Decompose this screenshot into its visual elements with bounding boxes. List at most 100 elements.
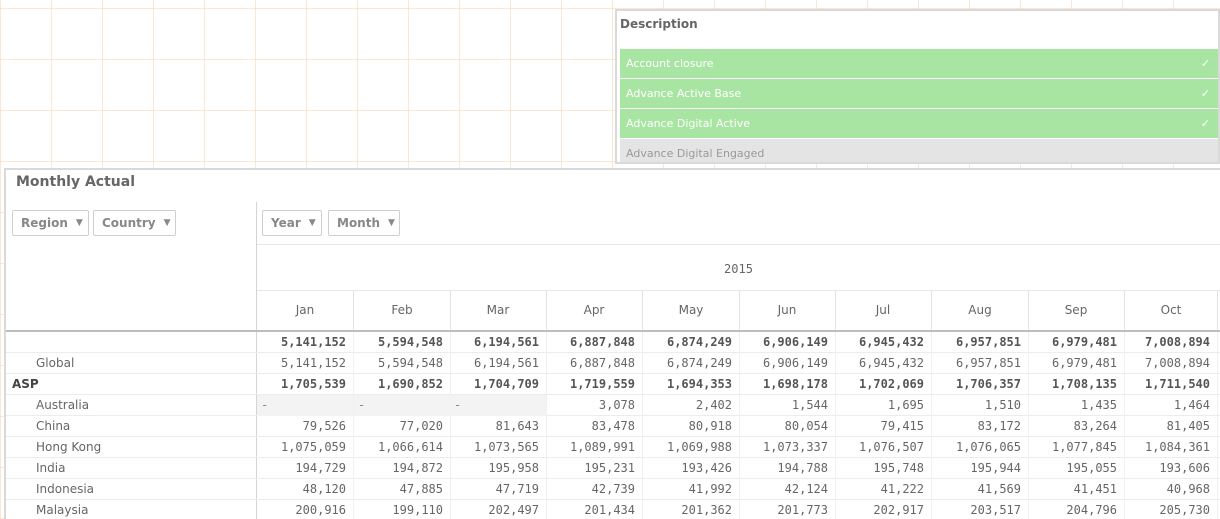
table-cell: 6,979,481: [1028, 332, 1125, 353]
table-cell: 7,008,894: [1125, 353, 1218, 374]
country-dimension-button[interactable]: Country ▼: [93, 210, 176, 236]
table-cell: 1,069,988: [643, 437, 740, 458]
table-cell: 1,077,845: [1028, 437, 1125, 458]
table-row: Malaysia 200,916 199,110 202,497 201,434 201,…: [6, 500, 1220, 519]
row-label: India: [36, 461, 66, 475]
table-row: 5,141,152 5,594,548 6,194,561 6,887,848 6,87…: [6, 332, 1220, 353]
month-header-cell[interactable]: Apr: [546, 291, 643, 330]
table-cell: 2,402: [643, 395, 740, 416]
description-item[interactable]: Advance Active Base ✓: [620, 79, 1218, 108]
month-header-cell[interactable]: Mar: [450, 291, 547, 330]
month-header-cell[interactable]: Feb: [354, 291, 451, 330]
row-label: China: [36, 419, 71, 433]
row-label: Malaysia: [36, 503, 89, 517]
table-cell: 1,544: [739, 395, 836, 416]
table-cell: 5,141,152: [257, 332, 354, 353]
table-cell: 41,569: [932, 479, 1029, 500]
checkmark-icon: ✓: [1200, 117, 1210, 130]
table-cell: 6,194,561: [450, 353, 547, 374]
table-cell: 40,968: [1125, 479, 1218, 500]
description-item[interactable]: Advance Digital Active ✓: [620, 109, 1218, 138]
pivot-title: Monthly Actual: [16, 174, 136, 190]
table-cell: 3,078: [546, 395, 643, 416]
table-cell: 194,788: [739, 458, 836, 479]
checkmark-icon: ✓: [1200, 87, 1210, 100]
month-header-cell[interactable]: Oct: [1125, 291, 1218, 330]
table-cell: 202,917: [835, 500, 932, 519]
table-cell: 193,426: [643, 458, 740, 479]
table-cell: 1,084,361: [1125, 437, 1218, 458]
region-dimension-label: Region: [21, 216, 68, 230]
table-cell: 1,066,614: [354, 437, 451, 458]
table-cell: 6,979,481: [1028, 353, 1125, 374]
table-cell: 202,497: [450, 500, 547, 519]
table-cell: 41,451: [1028, 479, 1125, 500]
table-cell: 81,643: [450, 416, 547, 437]
table-cell: 6,945,432: [835, 332, 932, 353]
table-row: Australia - - -3,078 2,402 1,544 1,695 1,510 1,4…: [6, 395, 1220, 416]
table-cell: 1,076,065: [932, 437, 1029, 458]
table-cell: 47,885: [354, 479, 451, 500]
table-cell: 42,124: [739, 479, 836, 500]
month-header-cell[interactable]: Jun: [739, 291, 836, 330]
header-divider: [257, 290, 1220, 291]
table-cell: 195,748: [835, 458, 932, 479]
table-cell: 194,872: [354, 458, 451, 479]
table-cell: 1,089,991: [546, 437, 643, 458]
table-row: Indonesia 48,120 47,885 47,719 42,739 41,992 4…: [6, 479, 1220, 500]
table-cell: 1,076,507: [835, 437, 932, 458]
region-dimension-button[interactable]: Region ▼: [12, 210, 89, 236]
table-cell: 194,729: [257, 458, 354, 479]
row-label[interactable]: ASP: [12, 377, 39, 391]
month-header-cell[interactable]: May: [643, 291, 740, 330]
description-item-label: Advance Active Base: [626, 87, 742, 100]
table-cell: 5,594,548: [354, 353, 451, 374]
description-title: Description: [620, 17, 698, 31]
row-label: Global: [36, 356, 75, 370]
chevron-down-icon: ▼: [308, 218, 316, 228]
table-cell: 205,730: [1125, 500, 1218, 519]
year-dimension-button[interactable]: Year ▼: [262, 210, 322, 236]
table-cell: 204,796: [1028, 500, 1125, 519]
table-cell: -: [257, 395, 354, 416]
table-cell: 1,719,559: [546, 374, 643, 395]
checkmark-icon: ✓: [1200, 57, 1210, 70]
table-cell: 6,945,432: [835, 353, 932, 374]
table-cell: 201,773: [739, 500, 836, 519]
table-cell: 79,526: [257, 416, 354, 437]
table-cell: 195,055: [1028, 458, 1125, 479]
row-label: Hong Kong: [36, 440, 102, 454]
month-header-cell[interactable]: Jan: [257, 291, 354, 330]
monthly-actual-pivot: Monthly Actual Region ▼ Country ▼ Year ▼…: [4, 168, 1220, 519]
table-row: Global 5,141,152 5,594,548 6,194,561 6,887,8…: [6, 353, 1220, 374]
row-label: Australia: [36, 398, 90, 412]
table-cell: 195,958: [450, 458, 547, 479]
month-header-cell[interactable]: Jul: [835, 291, 932, 330]
table-cell: 6,874,249: [643, 353, 740, 374]
table-cell: 5,594,548: [354, 332, 451, 353]
description-filter-pane: Description Account closure ✓ Advance Acti…: [615, 9, 1220, 164]
table-cell: 7,008,894: [1125, 332, 1218, 353]
month-dimension-button[interactable]: Month ▼: [328, 210, 400, 236]
table-row: China 79,526 77,020 81,643 83,478 80,918 80,05…: [6, 416, 1220, 437]
table-cell: 1,073,337: [739, 437, 836, 458]
table-cell: 79,415: [835, 416, 932, 437]
table-cell: 83,478: [546, 416, 643, 437]
month-dimension-label: Month: [337, 216, 381, 230]
chevron-down-icon: ▼: [163, 218, 171, 228]
table-cell: 83,172: [932, 416, 1029, 437]
table-cell: 1,708,135: [1028, 374, 1125, 395]
table-row: India 194,729 194,872 195,958 195,231 193,426…: [6, 458, 1220, 479]
table-cell: 1,464: [1125, 395, 1218, 416]
description-item[interactable]: Advance Digital Engaged: [620, 139, 1218, 162]
table-cell: 1,510: [932, 395, 1029, 416]
month-header-cell[interactable]: Sep: [1028, 291, 1125, 330]
table-cell: 200,916: [257, 500, 354, 519]
table-cell: 77,020: [354, 416, 451, 437]
table-cell: 195,944: [932, 458, 1029, 479]
description-item[interactable]: Account closure ✓: [620, 49, 1218, 78]
month-header-cell[interactable]: Aug: [932, 291, 1029, 330]
table-cell: 5,141,152: [257, 353, 354, 374]
table-cell: 81,405: [1125, 416, 1218, 437]
table-cell: 80,918: [643, 416, 740, 437]
